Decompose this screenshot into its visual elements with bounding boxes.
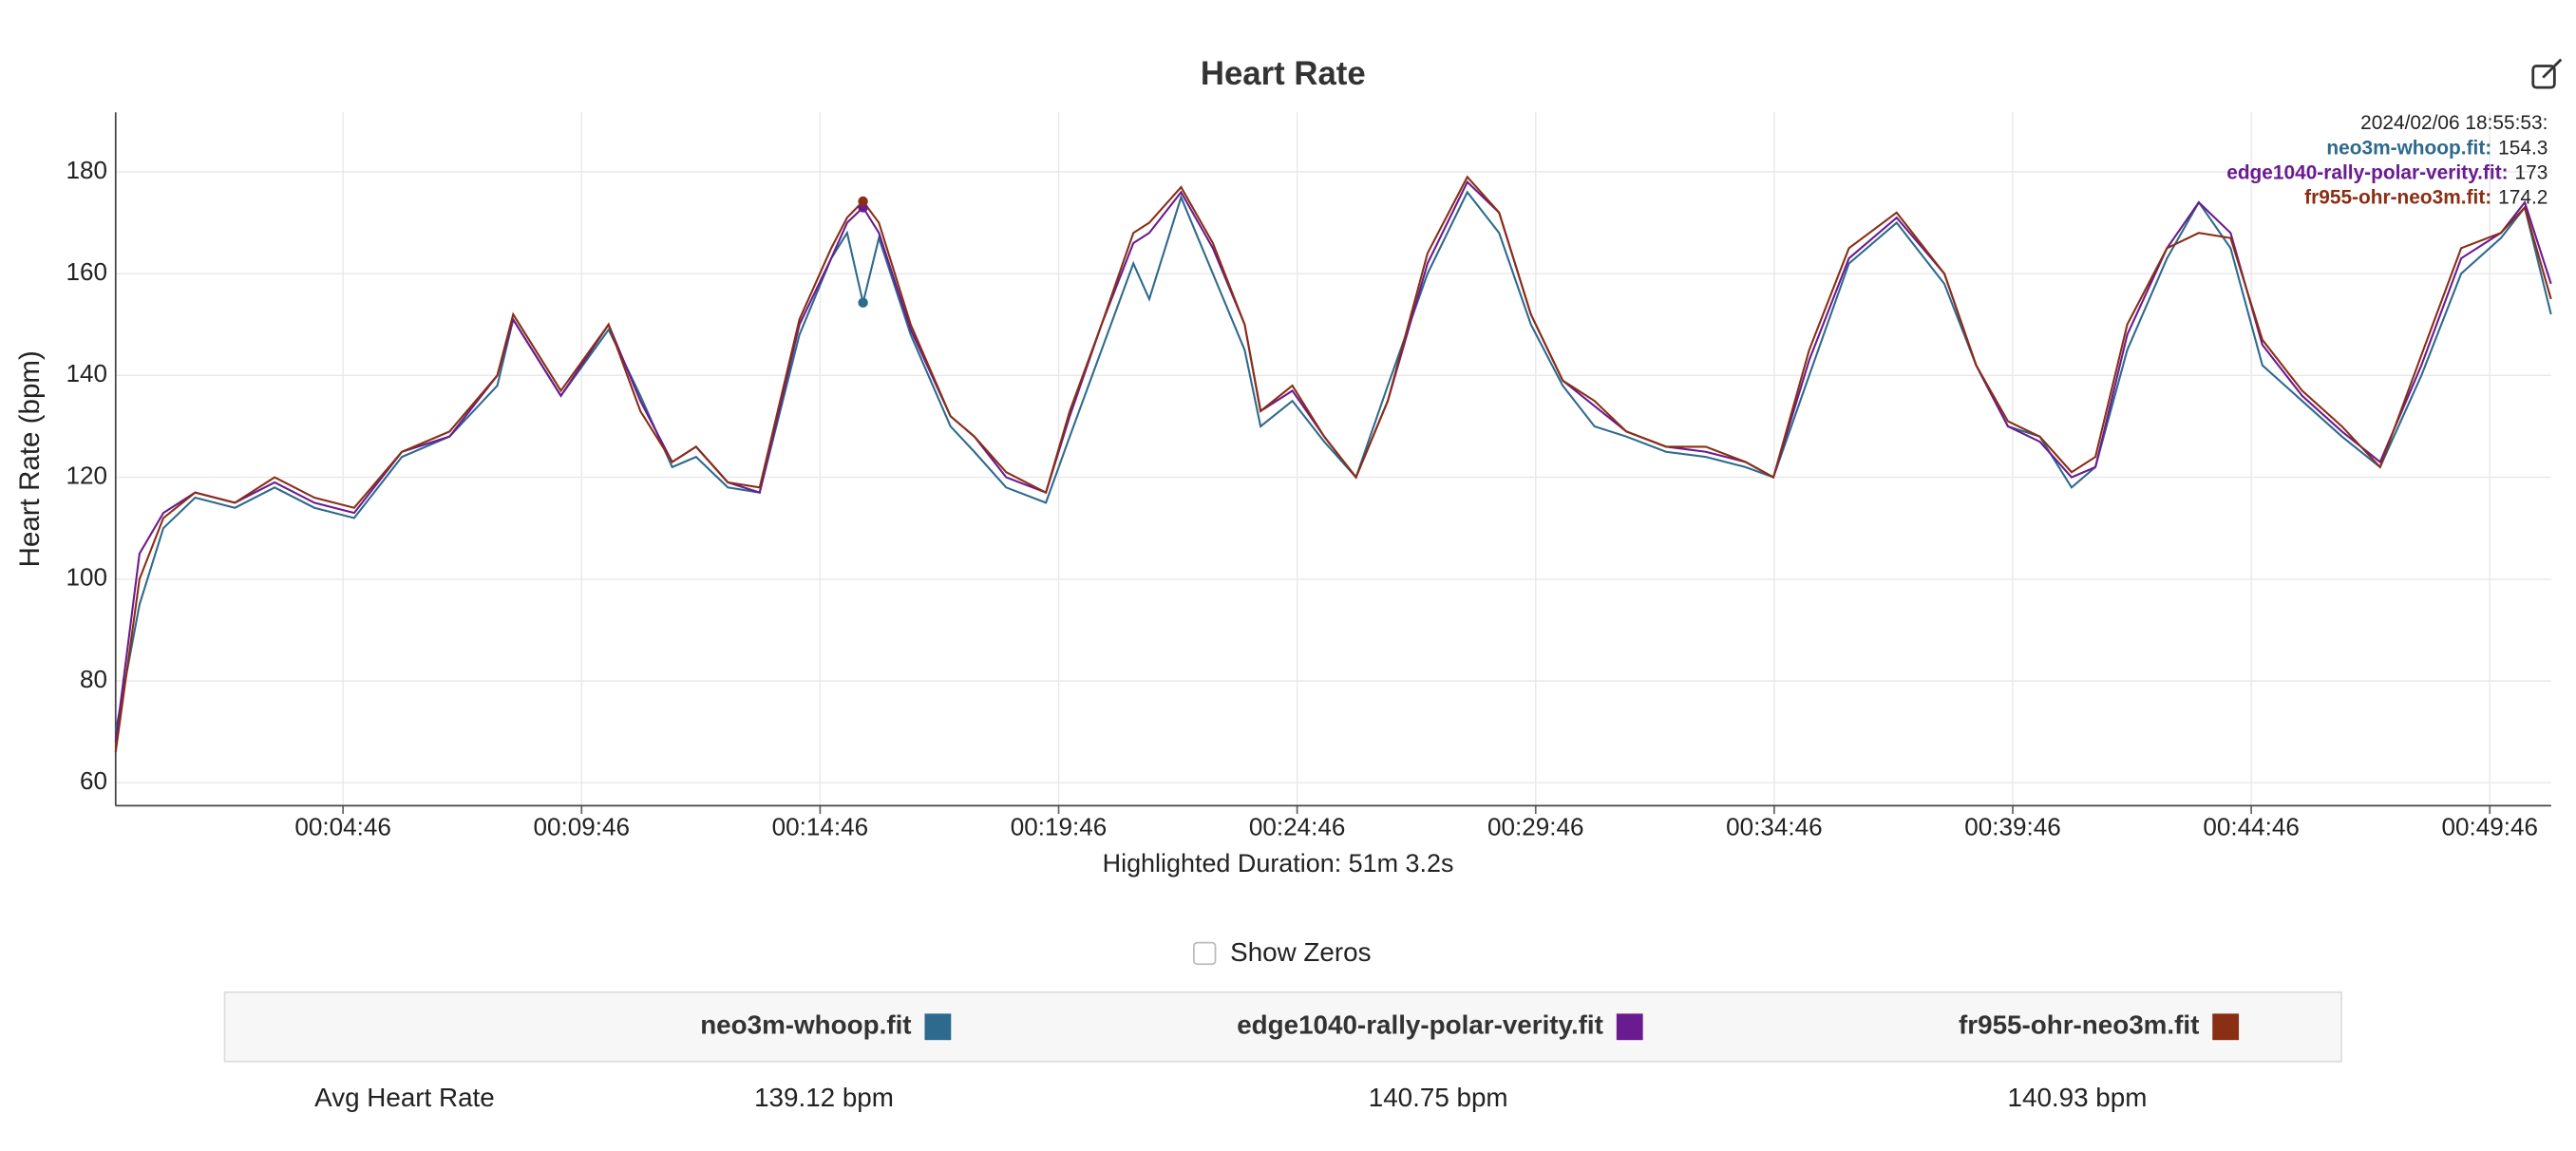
show-zeros[interactable]: Show Zeros [1193,937,1372,967]
y-tick-label: 140 [66,359,107,387]
tooltip-value: 154.3 [2498,137,2548,159]
y-axis-label: Heart Rate (bpm) [14,350,46,567]
legend-swatch [1616,1013,1643,1041]
x-tick-label: 00:49:46 [2442,813,2538,841]
y-tick-label: 160 [66,257,107,286]
tooltip-label: neo3m-whoop.fit: [2326,137,2491,159]
legend-label: fr955-ohr-neo3m.fit [1959,1010,2199,1040]
x-tick-label: 00:14:46 [772,813,868,841]
checkbox[interactable] [1193,941,1217,966]
series-line [114,175,2552,753]
x-axis-label: Highlighted Duration: 51m 3.2s [1103,849,1454,877]
x-tick-label: 00:29:46 [1487,813,1583,841]
cell: 140.93 bpm [2008,1083,2148,1112]
edit-pencil[interactable] [2542,58,2563,79]
x-tick-label: 00:34:46 [1726,813,1822,841]
tooltip-label: edge1040-rally-polar-verity.fit: [2226,161,2508,183]
x-tick-label: 00:09:46 [534,813,630,841]
y-tick-label: 60 [80,766,107,795]
tooltip-entry: fr955-ohr-neo3m.fit: 174.2 [2304,186,2548,208]
y-tick-label: 80 [80,665,107,693]
table-header [223,991,2342,1063]
y-tick-label: 120 [66,461,107,489]
y-tick-label: 100 [66,563,107,592]
cell: 139.12 bpm [754,1083,894,1112]
tooltip-label: fr955-ohr-neo3m.fit: [2304,186,2491,208]
tooltip-value: 173 [2515,161,2548,183]
x-tick-label: 00:39:46 [1964,813,2060,841]
tooltip-entry: neo3m-whoop.fit: 154.3 [2326,137,2548,159]
checkbox-label[interactable]: Show Zeros [1230,937,1371,967]
tooltip-value: 174.2 [2498,186,2548,208]
legend-label: neo3m-whoop.fit [700,1010,911,1040]
tooltip-time: 2024/02/06 18:55:53: [2360,112,2548,134]
cell: 140.75 bpm [1369,1083,1508,1112]
legend-swatch [2212,1013,2240,1041]
chart-title: Heart Rate [1201,56,1366,92]
legend-swatch [924,1013,952,1041]
x-tick-label: 00:24:46 [1249,813,1345,841]
highlight-point [858,297,868,308]
row-label: Avg Heart Rate [314,1083,495,1112]
x-tick-label: 00:44:46 [2203,813,2299,841]
y-tick-label: 180 [66,156,107,184]
legend-label: edge1040-rally-polar-verity.fit [1237,1010,1603,1040]
tooltip-entry: edge1040-rally-polar-verity.fit: 173 [2226,161,2548,183]
x-tick-label: 00:04:46 [294,813,390,841]
series-line [114,179,2552,743]
highlight-point [858,196,868,207]
edit-button[interactable] [2531,58,2563,89]
x-tick-label: 00:19:46 [1011,813,1107,841]
edit-icon[interactable] [2531,65,2556,89]
